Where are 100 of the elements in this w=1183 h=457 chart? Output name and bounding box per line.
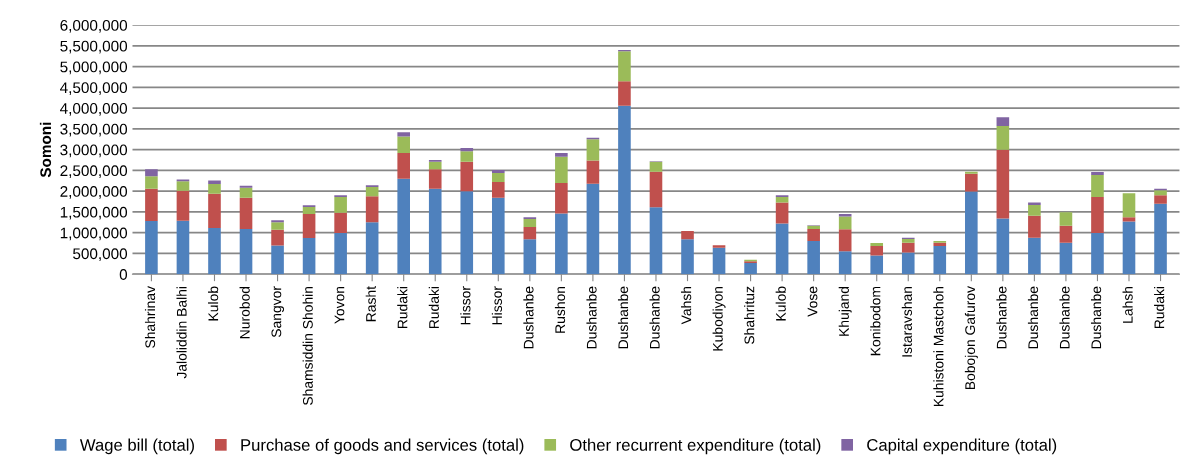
x-tick-label: Nurobod <box>239 286 250 339</box>
bar <box>491 182 505 198</box>
bar <box>239 228 253 275</box>
bar <box>1091 196 1104 234</box>
y-tick-label: 1,000,000 <box>60 227 128 241</box>
bar <box>1122 193 1136 218</box>
bar <box>428 188 442 275</box>
bar <box>1122 217 1136 222</box>
bar <box>1091 172 1104 175</box>
bar <box>1028 202 1041 205</box>
x-tick-label: Konibodom <box>870 286 881 356</box>
x-tick-label: Kulob <box>775 286 786 321</box>
bar <box>334 196 347 213</box>
x-tick-label: Rudaki <box>397 286 408 329</box>
bar <box>176 181 190 191</box>
bar <box>775 202 789 224</box>
x-tick-label: Dushanbe <box>1027 286 1039 349</box>
bar <box>208 184 221 194</box>
bar <box>996 218 1010 275</box>
bar <box>933 245 947 275</box>
bar <box>555 156 568 183</box>
bar <box>586 160 600 184</box>
bar <box>145 188 158 222</box>
bar <box>334 233 347 275</box>
bar <box>491 170 505 173</box>
x-tick-label: Shamsiddin Shohin <box>302 286 313 406</box>
bar <box>491 172 505 183</box>
bar <box>239 187 253 198</box>
bar <box>365 196 379 223</box>
x-tick-label: Yovon <box>334 286 345 324</box>
bar <box>1028 237 1041 275</box>
x-tick-label: Vose <box>807 286 818 317</box>
bar <box>838 251 852 275</box>
x-tick-label: Istaravshan <box>901 286 912 357</box>
bar <box>428 169 442 189</box>
bar <box>838 216 852 230</box>
bar <box>1028 204 1041 216</box>
bar <box>460 161 474 192</box>
y-tick-label: 4,500,000 <box>60 82 128 95</box>
bar <box>145 221 158 275</box>
y-tick-label: 2,000,000 <box>60 186 128 199</box>
x-tick-label: Shahrituz <box>744 286 755 345</box>
bar <box>681 231 694 240</box>
x-tick-label: Rudaki <box>1154 286 1165 329</box>
x-tick-label: Hissor <box>491 286 503 325</box>
bar <box>397 152 410 179</box>
bar <box>901 242 915 253</box>
x-tick-label: Lahsh <box>1122 286 1133 323</box>
bar <box>649 161 663 172</box>
bar <box>176 220 190 275</box>
bar <box>397 136 410 153</box>
bar <box>145 176 158 189</box>
bar <box>712 247 726 275</box>
x-tick-label: Jaloliddin Balhi <box>176 286 187 379</box>
y-tick-label: 5,000,000 <box>60 61 128 75</box>
bar <box>901 252 915 275</box>
bar <box>586 183 600 275</box>
bar <box>807 240 820 275</box>
bar <box>1154 195 1167 204</box>
x-tick-label: Dushanbe <box>586 286 597 349</box>
bar <box>712 245 726 248</box>
bar <box>586 139 600 161</box>
x-tick-label: Khujand <box>838 286 852 336</box>
x-tick-label: Kubodiyon <box>712 286 726 351</box>
x-tick-label: Dushanbe <box>1090 286 1102 349</box>
bar <box>239 197 253 229</box>
y-axis-title: Somoni <box>39 122 52 178</box>
bar <box>807 228 820 241</box>
bar <box>965 191 978 275</box>
bar <box>618 81 631 106</box>
bar <box>681 239 694 275</box>
bar <box>239 185 253 188</box>
bar <box>838 229 852 252</box>
legend-label: Other recurrent expenditure (total) <box>570 438 821 455</box>
bar <box>1154 190 1167 196</box>
bar <box>649 207 663 275</box>
bar <box>1091 174 1104 197</box>
x-tick-label: Dushanbe <box>1059 286 1070 349</box>
bar <box>271 222 284 230</box>
bar <box>1059 242 1073 275</box>
bar <box>302 206 316 215</box>
bar <box>1059 225 1073 243</box>
bar <box>208 193 221 229</box>
x-tick-label: Kulob <box>208 286 219 321</box>
bar <box>302 214 316 239</box>
bar <box>271 229 284 246</box>
legend-label: Wage bill (total) <box>79 438 194 455</box>
bar <box>1028 215 1041 238</box>
bar <box>649 171 663 208</box>
bar <box>460 191 474 275</box>
bar <box>1059 212 1073 226</box>
y-tick-label: 5,500,000 <box>60 40 128 54</box>
x-tick-label: Kuhistoni Mastchoh <box>933 286 944 407</box>
bar <box>428 161 442 170</box>
bar <box>965 171 978 174</box>
bar <box>460 151 474 162</box>
bar <box>618 51 631 82</box>
x-tick-label: Dushanbe <box>649 286 660 349</box>
bar <box>460 148 474 152</box>
bar <box>176 190 190 221</box>
